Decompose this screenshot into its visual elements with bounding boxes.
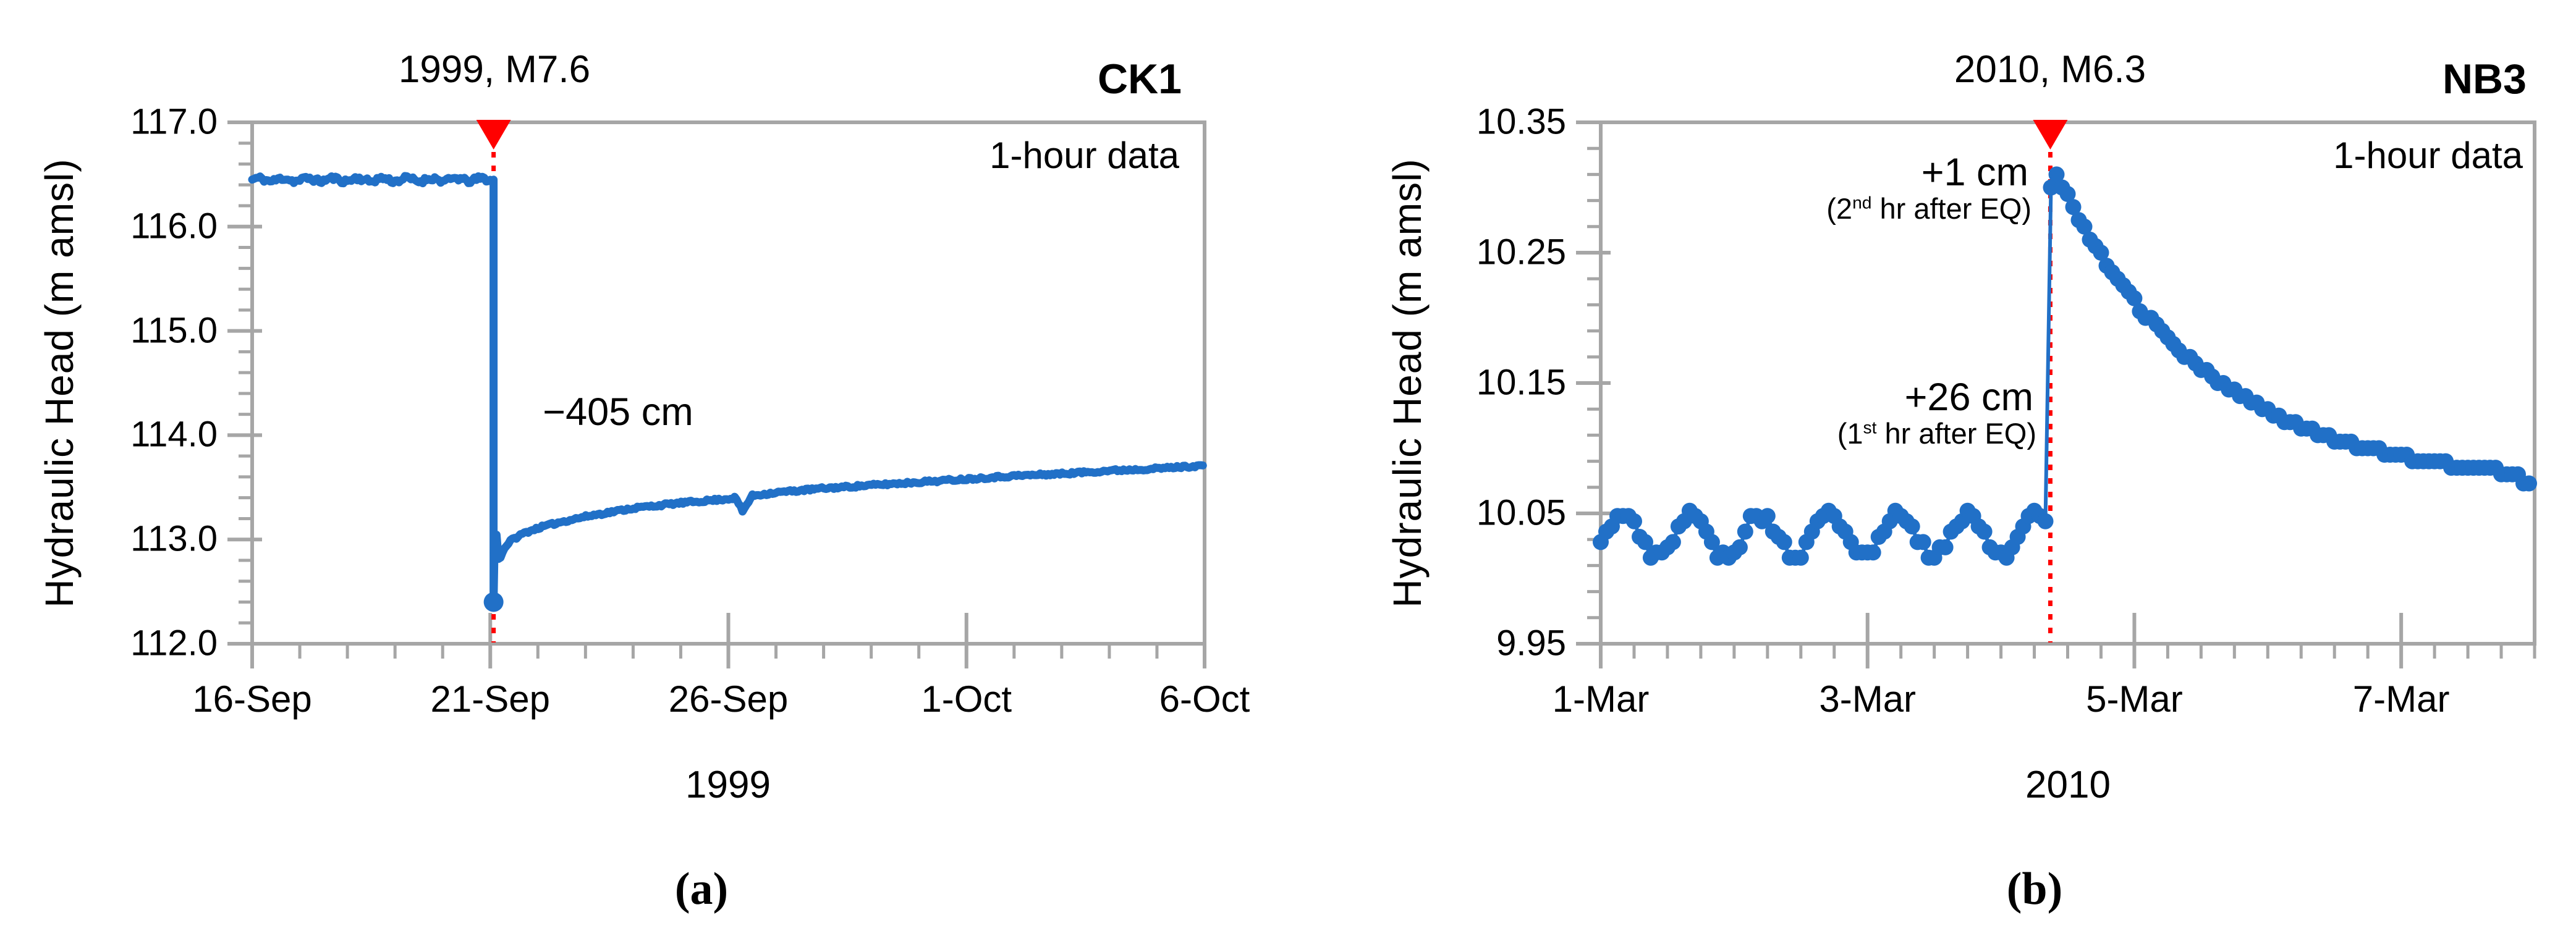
panel-b-caption: (b): [2006, 864, 2063, 914]
panel-b-year-label: 2010: [2025, 764, 2111, 806]
panel-b-x-tick-label: 3-Mar: [1819, 678, 1917, 720]
data-point-marker: [2521, 475, 2537, 492]
data-point-marker: [1904, 518, 1920, 535]
panel-a-drop-annotation: −405 cm: [543, 390, 693, 434]
panel-a-sampling-note: 1-hour data: [989, 135, 1179, 176]
panel-a-x-tick-label: 26-Sep: [668, 678, 789, 720]
rise1-detail-pre: (1: [1837, 417, 1863, 450]
panel-b-eq-title: 2010, M6.3: [1954, 48, 2146, 91]
panel-a-minimum-marker: [483, 592, 504, 612]
data-point-marker: [1915, 534, 1931, 550]
rise2-detail-pre: (2: [1826, 192, 1853, 225]
data-point-marker: [2048, 166, 2065, 183]
rise1-detail-post: hr after EQ): [1876, 417, 2036, 450]
panel-a-y-tick-label: 114.0: [130, 414, 218, 455]
panel-a-x-tick-label: 1-Oct: [921, 678, 1012, 720]
data-point-marker: [1637, 534, 1653, 550]
panel-a-y-axis-title: Hydraulic Head (m amsl): [37, 158, 82, 608]
panel-a-y-tick-label: 115.0: [130, 310, 218, 351]
panel-b-y-tick-label: 10.15: [1476, 362, 1566, 403]
data-point-marker: [1792, 549, 1809, 566]
data-point-marker: [1976, 523, 1993, 540]
panel-b-y-tick-label: 10.05: [1476, 492, 1566, 533]
data-point-marker: [2043, 179, 2059, 196]
panel-a-x-tick-label: 16-Sep: [192, 678, 312, 720]
data-point-marker: [1865, 544, 1881, 561]
panel-a-station-label: CK1: [1097, 56, 1182, 103]
panel-b-y-tick-label: 10.25: [1476, 232, 1566, 272]
data-point-marker: [1664, 534, 1681, 550]
panel-b-rise1-annotation: +26 cm: [1904, 376, 2033, 419]
panel-b-rise2-detail: (2nd hr after EQ): [1826, 192, 2032, 225]
panel-a-caption: (a): [674, 864, 729, 914]
data-point-marker: [1731, 539, 1748, 555]
panel-b-data-series-line: [1599, 172, 2531, 560]
panel-a-y-tick-label: 112.0: [130, 623, 218, 664]
data-point-marker: [1737, 523, 1753, 540]
panel-a-y-tick-label: 116.0: [130, 206, 218, 247]
data-point-marker: [1759, 508, 1776, 525]
panel-b-rise2-annotation: +1 cm: [1921, 151, 2028, 194]
panel-b-y-tick-label: 10.35: [1476, 101, 1566, 142]
panel-b-x-tick-label: 7-Mar: [2352, 678, 2450, 720]
panel-b-earthquake-triangle-icon: [2033, 120, 2068, 150]
panel-a-x-tick-label: 6-Oct: [1159, 678, 1250, 720]
panel-a-y-tick-label: 117.0: [130, 101, 218, 142]
panel-a-year-label: 1999: [685, 764, 771, 806]
rise1-detail-sup: st: [1863, 417, 1877, 437]
panel-b-x-tick-label: 1-Mar: [1552, 678, 1650, 720]
panel-b-y-tick-label: 9.95: [1496, 623, 1566, 664]
data-point-marker: [2059, 186, 2076, 202]
panel-b-station-label: NB3: [2442, 56, 2527, 103]
data-point-marker: [1937, 539, 1954, 555]
data-point-marker: [2093, 245, 2109, 261]
data-point-marker: [2065, 199, 2082, 216]
data-point-marker: [2037, 513, 2054, 529]
data-point-marker: [1703, 534, 1720, 550]
data-point-marker: [1776, 534, 1792, 550]
panel-b-rise1-detail: (1st hr after EQ): [1837, 417, 2036, 450]
data-point-marker: [2126, 290, 2143, 306]
panel-b-x-tick-label: 5-Mar: [2086, 678, 2183, 720]
rise2-detail-post: hr after EQ): [1871, 192, 2032, 225]
panel-a-earthquake-triangle-icon: [476, 120, 511, 150]
data-point-marker: [2076, 218, 2093, 235]
panel-a-eq-title: 1999, M7.6: [398, 48, 591, 91]
panel-b-y-axis-title: Hydraulic Head (m amsl): [1385, 158, 1430, 608]
panel-a-plot-border: [250, 120, 1206, 646]
panel-b-sampling-note: 1-hour data: [2333, 135, 2523, 176]
panel-a-data-series-line: [248, 172, 1207, 606]
rise2-detail-sup: nd: [1852, 192, 1872, 213]
panel-a-x-tick-label: 21-Sep: [430, 678, 550, 720]
data-point-marker: [1626, 513, 1642, 529]
panel-a-y-tick-label: 113.0: [130, 518, 218, 559]
